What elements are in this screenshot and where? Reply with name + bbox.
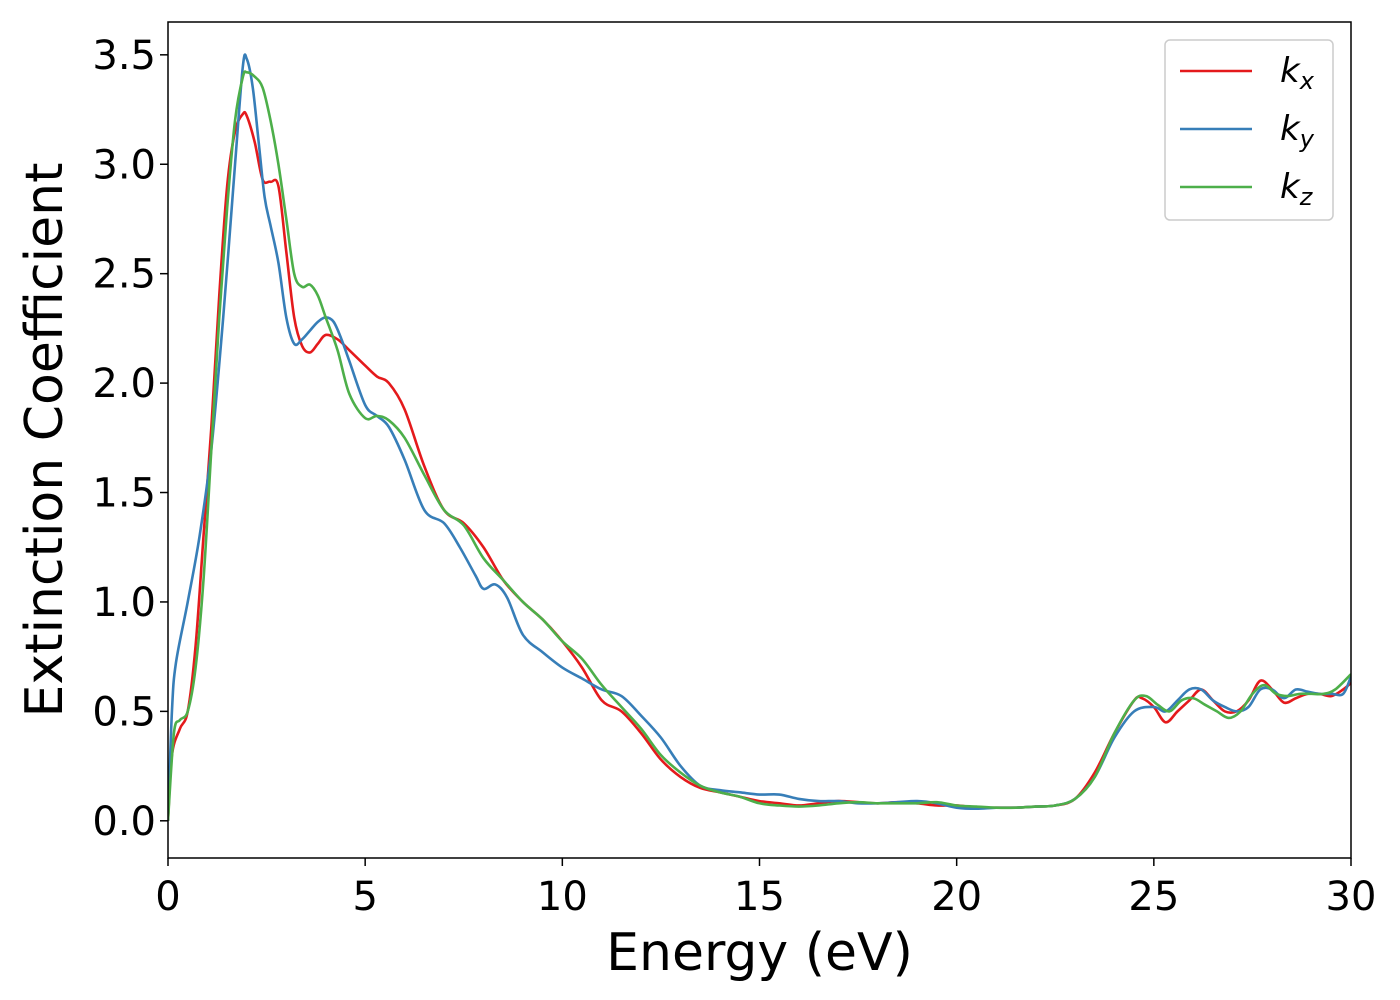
x-tick-label: 20 [931,874,982,920]
y-tick-label: 3.5 [92,33,156,79]
plot-area [168,22,1351,858]
x-tick-label: 5 [352,874,377,920]
legend-label-kz: kz [1280,167,1314,211]
legend-label-ky: ky [1280,109,1315,153]
x-tick-label: 25 [1128,874,1179,920]
y-tick-label: 3.0 [92,142,156,188]
series-line-ky [168,53,1351,821]
series-line-kz [168,70,1351,821]
y-axis-label: Extinction Coefficient [15,163,75,718]
x-axis-label: Energy (eV) [606,923,913,983]
y-tick-label: 0.0 [92,799,156,845]
series-line-kx [168,110,1351,821]
x-tick-label: 15 [734,874,785,920]
legend-label-kx: kx [1280,51,1315,95]
x-tick-label: 30 [1326,874,1377,920]
x-tick-label: 0 [155,874,180,920]
y-tick-label: 1.0 [92,580,156,626]
y-axis-ticks: 0.0 0.5 1.0 1.5 2.0 2.5 3.0 3.5 [92,33,168,845]
y-tick-label: 1.5 [92,471,156,517]
legend: kx ky kz [1164,39,1334,221]
y-tick-label: 2.0 [92,361,156,407]
y-tick-label: 2.5 [92,252,156,298]
series-layer [168,53,1351,821]
x-axis-ticks: 0 5 10 15 20 25 30 [155,858,1376,920]
y-tick-label: 0.5 [92,689,156,735]
x-tick-label: 10 [537,874,588,920]
